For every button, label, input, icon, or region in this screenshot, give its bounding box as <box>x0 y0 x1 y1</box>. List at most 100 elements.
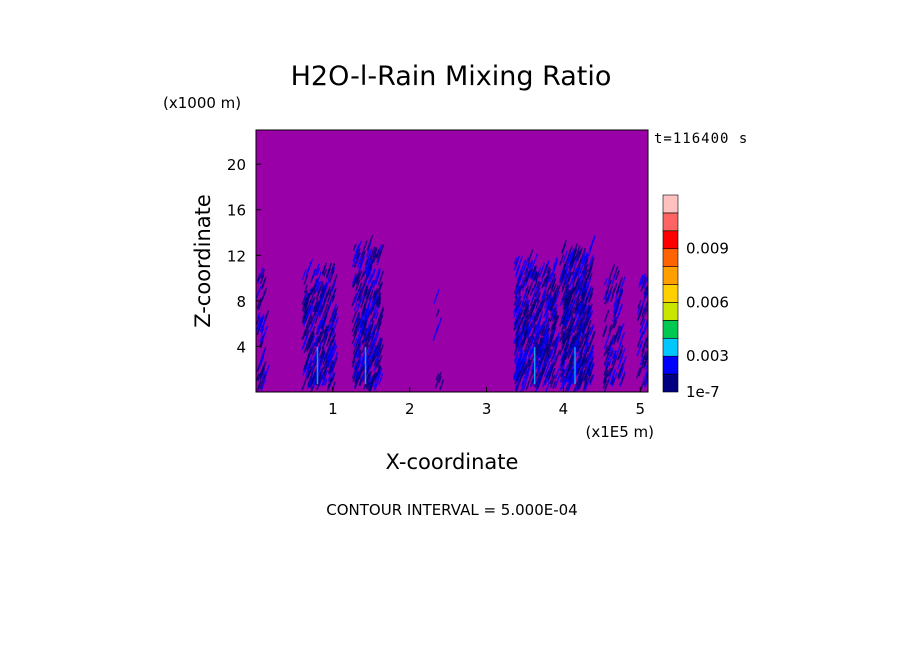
rain-streak <box>257 296 264 311</box>
rain-streak <box>580 290 587 306</box>
rain-streak <box>566 245 573 261</box>
y-tick-label: 8 <box>236 293 246 311</box>
rain-streak <box>547 335 553 347</box>
rain-streak <box>321 333 329 350</box>
rain-streak <box>533 333 538 341</box>
rain-streak <box>521 358 528 373</box>
rain-streak <box>604 297 608 305</box>
rain-streak <box>364 309 371 322</box>
rain-streak <box>525 379 531 390</box>
rain-streak <box>525 309 530 319</box>
rain-streak <box>321 328 328 342</box>
rain-streak <box>435 373 440 381</box>
rain-streak <box>518 301 525 315</box>
rain-streak <box>554 284 561 300</box>
rain-streak <box>560 269 567 284</box>
rain-streak <box>581 257 589 274</box>
rain-streak <box>533 325 538 334</box>
rain-streak <box>563 337 570 352</box>
rain-streak <box>568 362 574 372</box>
rain-streak <box>567 363 575 380</box>
rain-streak <box>589 326 594 336</box>
rain-streak <box>611 354 617 364</box>
rain-streak <box>602 369 609 384</box>
rain-streak <box>528 303 536 319</box>
rain-streak <box>549 273 556 289</box>
rain-streak <box>613 304 619 315</box>
rain-streak <box>518 308 524 320</box>
rain-streak <box>305 262 312 277</box>
rain-streak <box>574 302 582 319</box>
rain-streak <box>521 350 527 361</box>
rain-streak <box>617 355 624 369</box>
rain-streak <box>319 287 325 299</box>
rain-streak <box>561 328 568 345</box>
rain-streak <box>611 275 616 285</box>
rain-streak <box>366 267 371 276</box>
rain-streak <box>521 275 528 289</box>
rain-streak <box>609 350 614 358</box>
rain-streak <box>642 322 648 335</box>
rain-streak <box>552 283 557 293</box>
rain-streak <box>317 368 323 378</box>
rain-streak <box>530 378 535 386</box>
rain-streak <box>564 343 572 361</box>
rain-streak <box>606 291 611 300</box>
colorbar-segment <box>662 302 679 321</box>
rain-streak <box>260 268 266 279</box>
rain-streak <box>354 315 360 324</box>
rain-streak <box>518 361 526 377</box>
rain-streak <box>308 360 313 369</box>
rain-streak <box>567 328 573 339</box>
rain-streak <box>312 377 318 389</box>
rain-streak <box>574 316 580 328</box>
colorbar-label: 0.009 <box>686 240 729 258</box>
rain-streak <box>327 348 333 362</box>
rain-streak <box>539 278 544 287</box>
rain-streak <box>305 338 312 351</box>
rain-streak <box>610 377 615 386</box>
rain-region <box>558 235 596 392</box>
rain-streak <box>520 259 527 273</box>
rain-streak <box>514 334 520 345</box>
rain-streak <box>616 277 623 293</box>
rain-streak <box>327 353 334 368</box>
rain-streak <box>602 325 608 337</box>
rain-streak <box>540 320 546 331</box>
rain-streak <box>589 330 596 345</box>
rain-streak <box>642 360 647 369</box>
colorbar-label: 1e-7 <box>686 383 720 401</box>
rain-streak <box>639 333 644 341</box>
rain-region <box>432 289 445 391</box>
rain-streak <box>536 308 541 317</box>
rain-streak <box>376 371 382 382</box>
rain-streak <box>533 271 539 281</box>
rain-streak <box>377 344 384 358</box>
rain-streak <box>529 271 534 279</box>
rain-streak <box>331 342 337 354</box>
rain-streak <box>581 251 586 261</box>
rain-streak <box>589 373 595 386</box>
rain-streak <box>586 307 593 321</box>
rain-streak <box>582 333 590 347</box>
rain-streak <box>306 368 312 380</box>
rain-streak <box>572 270 579 286</box>
rain-streak <box>331 294 336 303</box>
rain-streak <box>330 280 337 293</box>
rain-streak <box>327 365 332 374</box>
rain-streak <box>568 355 574 366</box>
rain-streak <box>547 288 554 301</box>
rain-streak <box>545 345 550 354</box>
rain-streak <box>527 249 534 262</box>
rain-streak <box>304 300 309 309</box>
rain-streak <box>525 287 531 299</box>
rain-streak <box>373 332 380 345</box>
rain-streak <box>615 342 623 358</box>
rain-streak <box>320 291 325 298</box>
rain-streak <box>529 357 534 366</box>
rain-streak <box>609 336 615 350</box>
rain-streak <box>378 373 384 385</box>
rain-streak <box>579 247 587 263</box>
rain-streak <box>562 250 569 264</box>
rain-streak <box>582 255 587 265</box>
